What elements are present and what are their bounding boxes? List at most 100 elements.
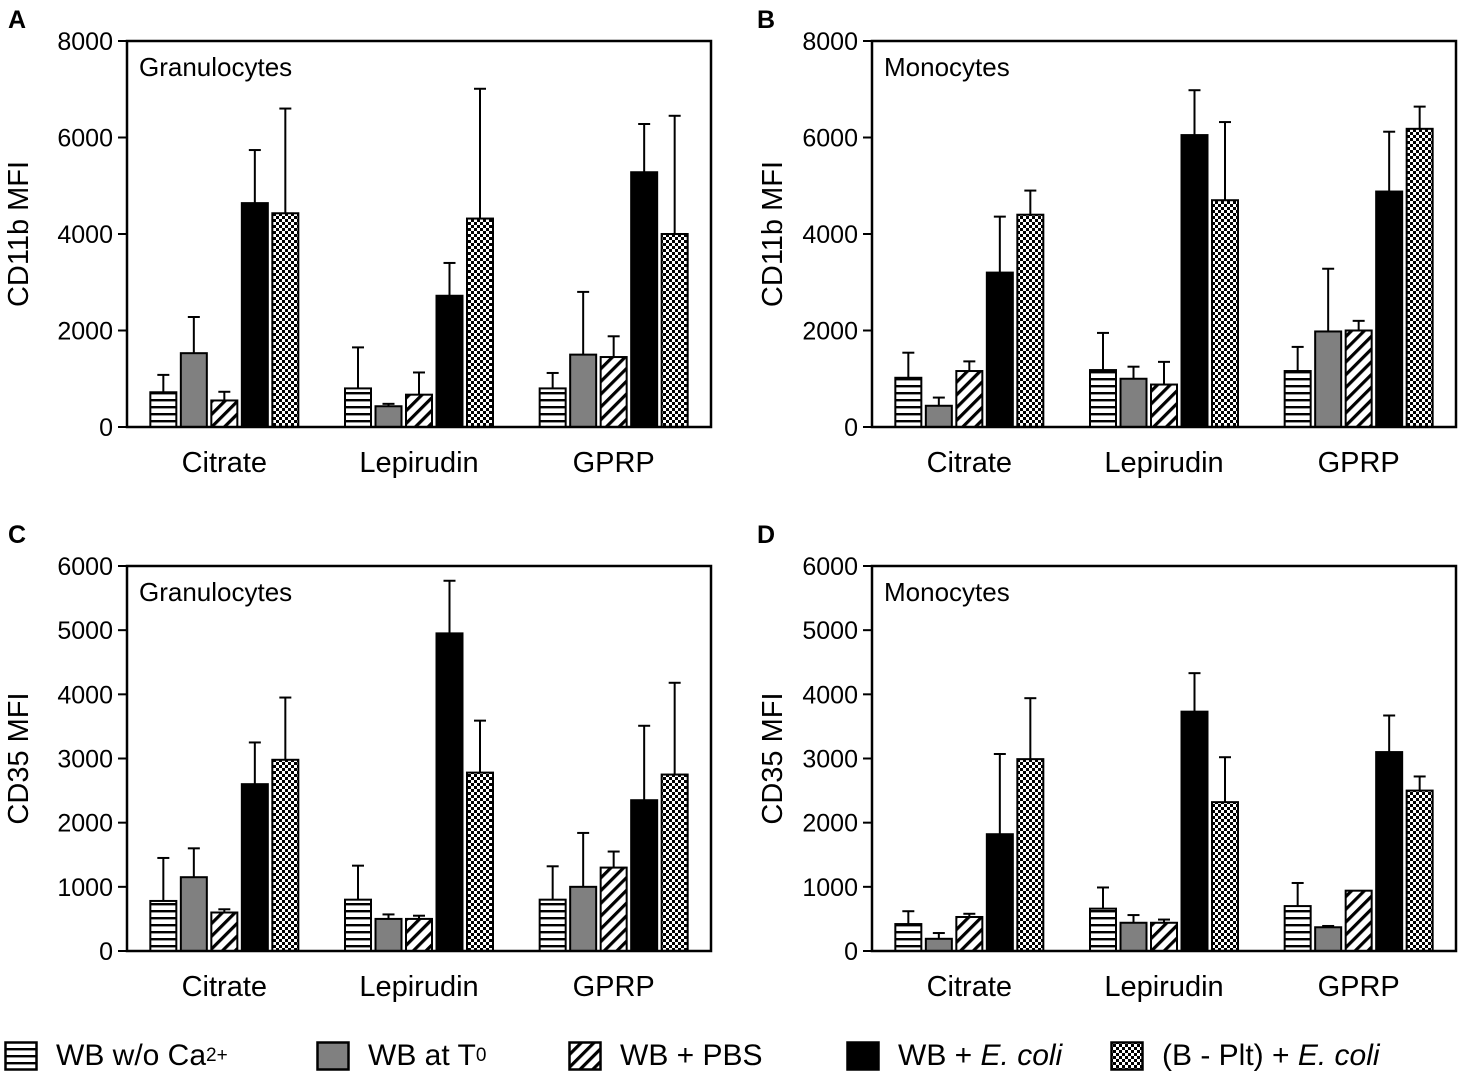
y-tick-label: 1000 (57, 874, 113, 902)
panel-letter: C (8, 521, 26, 549)
bar-black (630, 799, 659, 952)
bar-black (435, 294, 464, 429)
bar-black (240, 202, 269, 428)
bar-diag (599, 356, 628, 429)
y-tick-label: 5000 (802, 617, 858, 645)
bar-check (271, 758, 300, 952)
chart-panel-b: B CD11b MFI 0 2000 4000 6000 8000 Citrate Lepiru… (757, 6, 1458, 479)
y-axis-label: CD35 MFI (757, 692, 789, 824)
bar-hstripe (538, 898, 567, 953)
bar-black (435, 632, 464, 952)
bar-hstripe (538, 387, 567, 428)
y-tick-label: 0 (844, 414, 858, 442)
y-tick-label: 0 (844, 938, 858, 966)
bar-gray (1314, 330, 1343, 428)
bar-black (630, 171, 659, 428)
y-axis-label: CD35 MFI (3, 692, 35, 824)
legend-label: WB w/o Ca (56, 1039, 207, 1072)
legend-label-sub: 0 (475, 1045, 487, 1066)
x-category-label: Lepirudin (359, 447, 478, 479)
bar-gray (374, 917, 403, 953)
bar-diag (405, 393, 433, 428)
black-swatch-icon (846, 1041, 880, 1071)
y-tick-label: 5000 (57, 617, 113, 645)
bar-gray (569, 353, 598, 428)
y-tick-label: 6000 (802, 553, 858, 581)
bar-diag (955, 915, 984, 952)
bar-diag (210, 911, 239, 952)
bar-diag (599, 866, 628, 952)
y-tick-label: 2000 (57, 810, 113, 838)
legend-label-sup: 2+ (206, 1045, 228, 1066)
bar-check (1211, 801, 1239, 953)
gray-swatch-icon (316, 1041, 350, 1071)
bar-diag (1150, 921, 1178, 952)
y-tick-label: 2000 (802, 810, 858, 838)
bar-hstripe (1283, 370, 1312, 428)
bar-hstripe (149, 391, 178, 429)
bar-hstripe (1089, 907, 1117, 953)
y-tick-label: 3000 (57, 746, 113, 774)
bar-gray (179, 876, 208, 952)
x-category-label: Citrate (182, 447, 267, 479)
bar-diag (210, 399, 239, 428)
bar-gray (924, 937, 953, 953)
chart-panel-a: A CD11b MFI 0 2000 4000 6000 8000 Citrate Lepiru… (3, 6, 713, 479)
bar-black (240, 783, 269, 953)
bar-hstripe (344, 898, 372, 953)
legend-label: (B - Plt) + (1162, 1039, 1298, 1072)
bar-check (466, 217, 494, 428)
legend-item-wb-wo-ca: WB w/o Ca 2+ (4, 1036, 228, 1076)
bar-black (1375, 190, 1404, 428)
bar-diag (1344, 889, 1373, 953)
y-tick-label: 4000 (57, 681, 113, 709)
legend-item-wb-ecoli: WB + E. coli (846, 1036, 1062, 1076)
bar-gray (179, 352, 208, 428)
y-tick-label: 6000 (802, 125, 858, 153)
bar-black (985, 271, 1014, 428)
hstripe-swatch-icon (4, 1041, 38, 1071)
bar-check (1405, 789, 1434, 952)
bar-black (1180, 710, 1209, 952)
legend-item-wb-pbs: WB + PBS (568, 1036, 763, 1076)
y-tick-label: 8000 (802, 28, 858, 56)
bar-check (660, 233, 689, 428)
bar-gray (1119, 921, 1148, 952)
chart-panel-c: C CD35 MFI 0 1000 2000 3000 4000 5000 6000 Citrat… (3, 521, 713, 1003)
bar-check (1016, 213, 1045, 428)
bar-diag (405, 917, 433, 953)
plot-frame (870, 564, 1458, 953)
chart-title: Monocytes (884, 577, 1010, 607)
legend-label: WB at T (368, 1039, 476, 1072)
bar-black (1375, 751, 1404, 952)
bar-hstripe (894, 376, 923, 429)
bar-check (1211, 199, 1239, 428)
x-category-label: GPRP (573, 971, 655, 1003)
legend-label-italic: E. coli (1297, 1039, 1380, 1072)
y-tick-label: 4000 (802, 681, 858, 709)
legend-label-italic: E. coli (980, 1039, 1063, 1072)
bar-hstripe (149, 899, 178, 953)
bar-black (985, 833, 1014, 953)
chart-title: Granulocytes (139, 52, 292, 82)
y-tick-label: 4000 (802, 221, 858, 249)
y-tick-label: 0 (99, 414, 113, 442)
x-category-label: GPRP (1318, 971, 1400, 1003)
y-axis-label: CD11b MFI (757, 161, 789, 307)
bar-gray (1314, 926, 1343, 953)
bar-gray (924, 404, 953, 428)
y-tick-label: 3000 (802, 746, 858, 774)
bar-gray (374, 405, 403, 429)
bar-hstripe (894, 923, 923, 952)
bar-check (466, 771, 494, 952)
diagonal-swatch-icon (568, 1041, 602, 1071)
y-tick-label: 1000 (802, 874, 858, 902)
x-category-label: Lepirudin (1104, 447, 1223, 479)
chart-panel-d: D CD35 MFI 0 1000 2000 3000 4000 5000 6000 Citrat… (757, 521, 1458, 1003)
x-category-label: Lepirudin (359, 971, 478, 1003)
bar-check (1405, 127, 1434, 428)
bar-gray (1119, 377, 1148, 428)
